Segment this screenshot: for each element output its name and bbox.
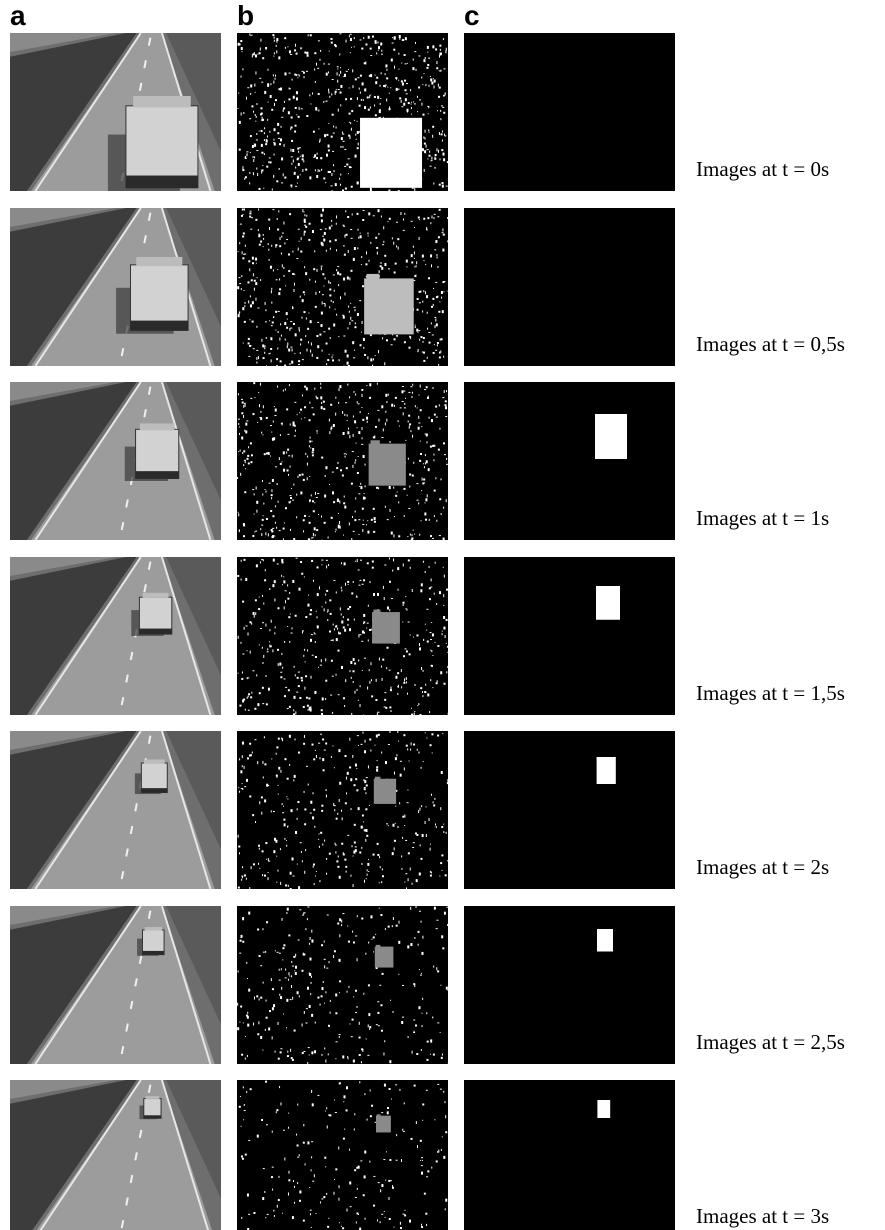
row-caption: Images at t = 3s [696,1204,830,1228]
object-mask-image [464,208,675,366]
camera-frame-image [10,557,221,715]
row-caption: Images at t = 2,5s [696,1030,845,1054]
camera-frame-image [10,208,221,366]
segmentation-image [237,1080,448,1230]
segmentation-image [237,557,448,715]
segmentation-image [237,382,448,540]
segmentation-image [237,906,448,1064]
camera-frame-image [10,906,221,1064]
column-label-a: a [10,0,26,31]
row-caption: Images at t = 1,5s [696,681,845,705]
object-mask-image [464,557,675,715]
object-mask-image [464,1080,675,1230]
segmentation-image [237,33,448,191]
row-caption: Images at t = 2s [696,855,830,879]
column-label-c: c [464,0,480,31]
object-mask-image [464,906,675,1064]
camera-frame-image [10,33,221,191]
camera-frame-image [10,731,221,889]
object-mask-image [464,731,675,889]
object-mask-image [464,33,675,191]
column-label-b: b [237,0,255,31]
row-caption: Images at t = 0,5s [696,332,845,356]
row-caption: Images at t = 0s [696,157,830,181]
object-mask-image [464,382,675,540]
segmentation-image [237,208,448,366]
camera-frame-image [10,382,221,540]
camera-frame-image [10,1080,221,1230]
segmentation-image [237,731,448,889]
row-caption: Images at t = 1s [696,506,830,530]
